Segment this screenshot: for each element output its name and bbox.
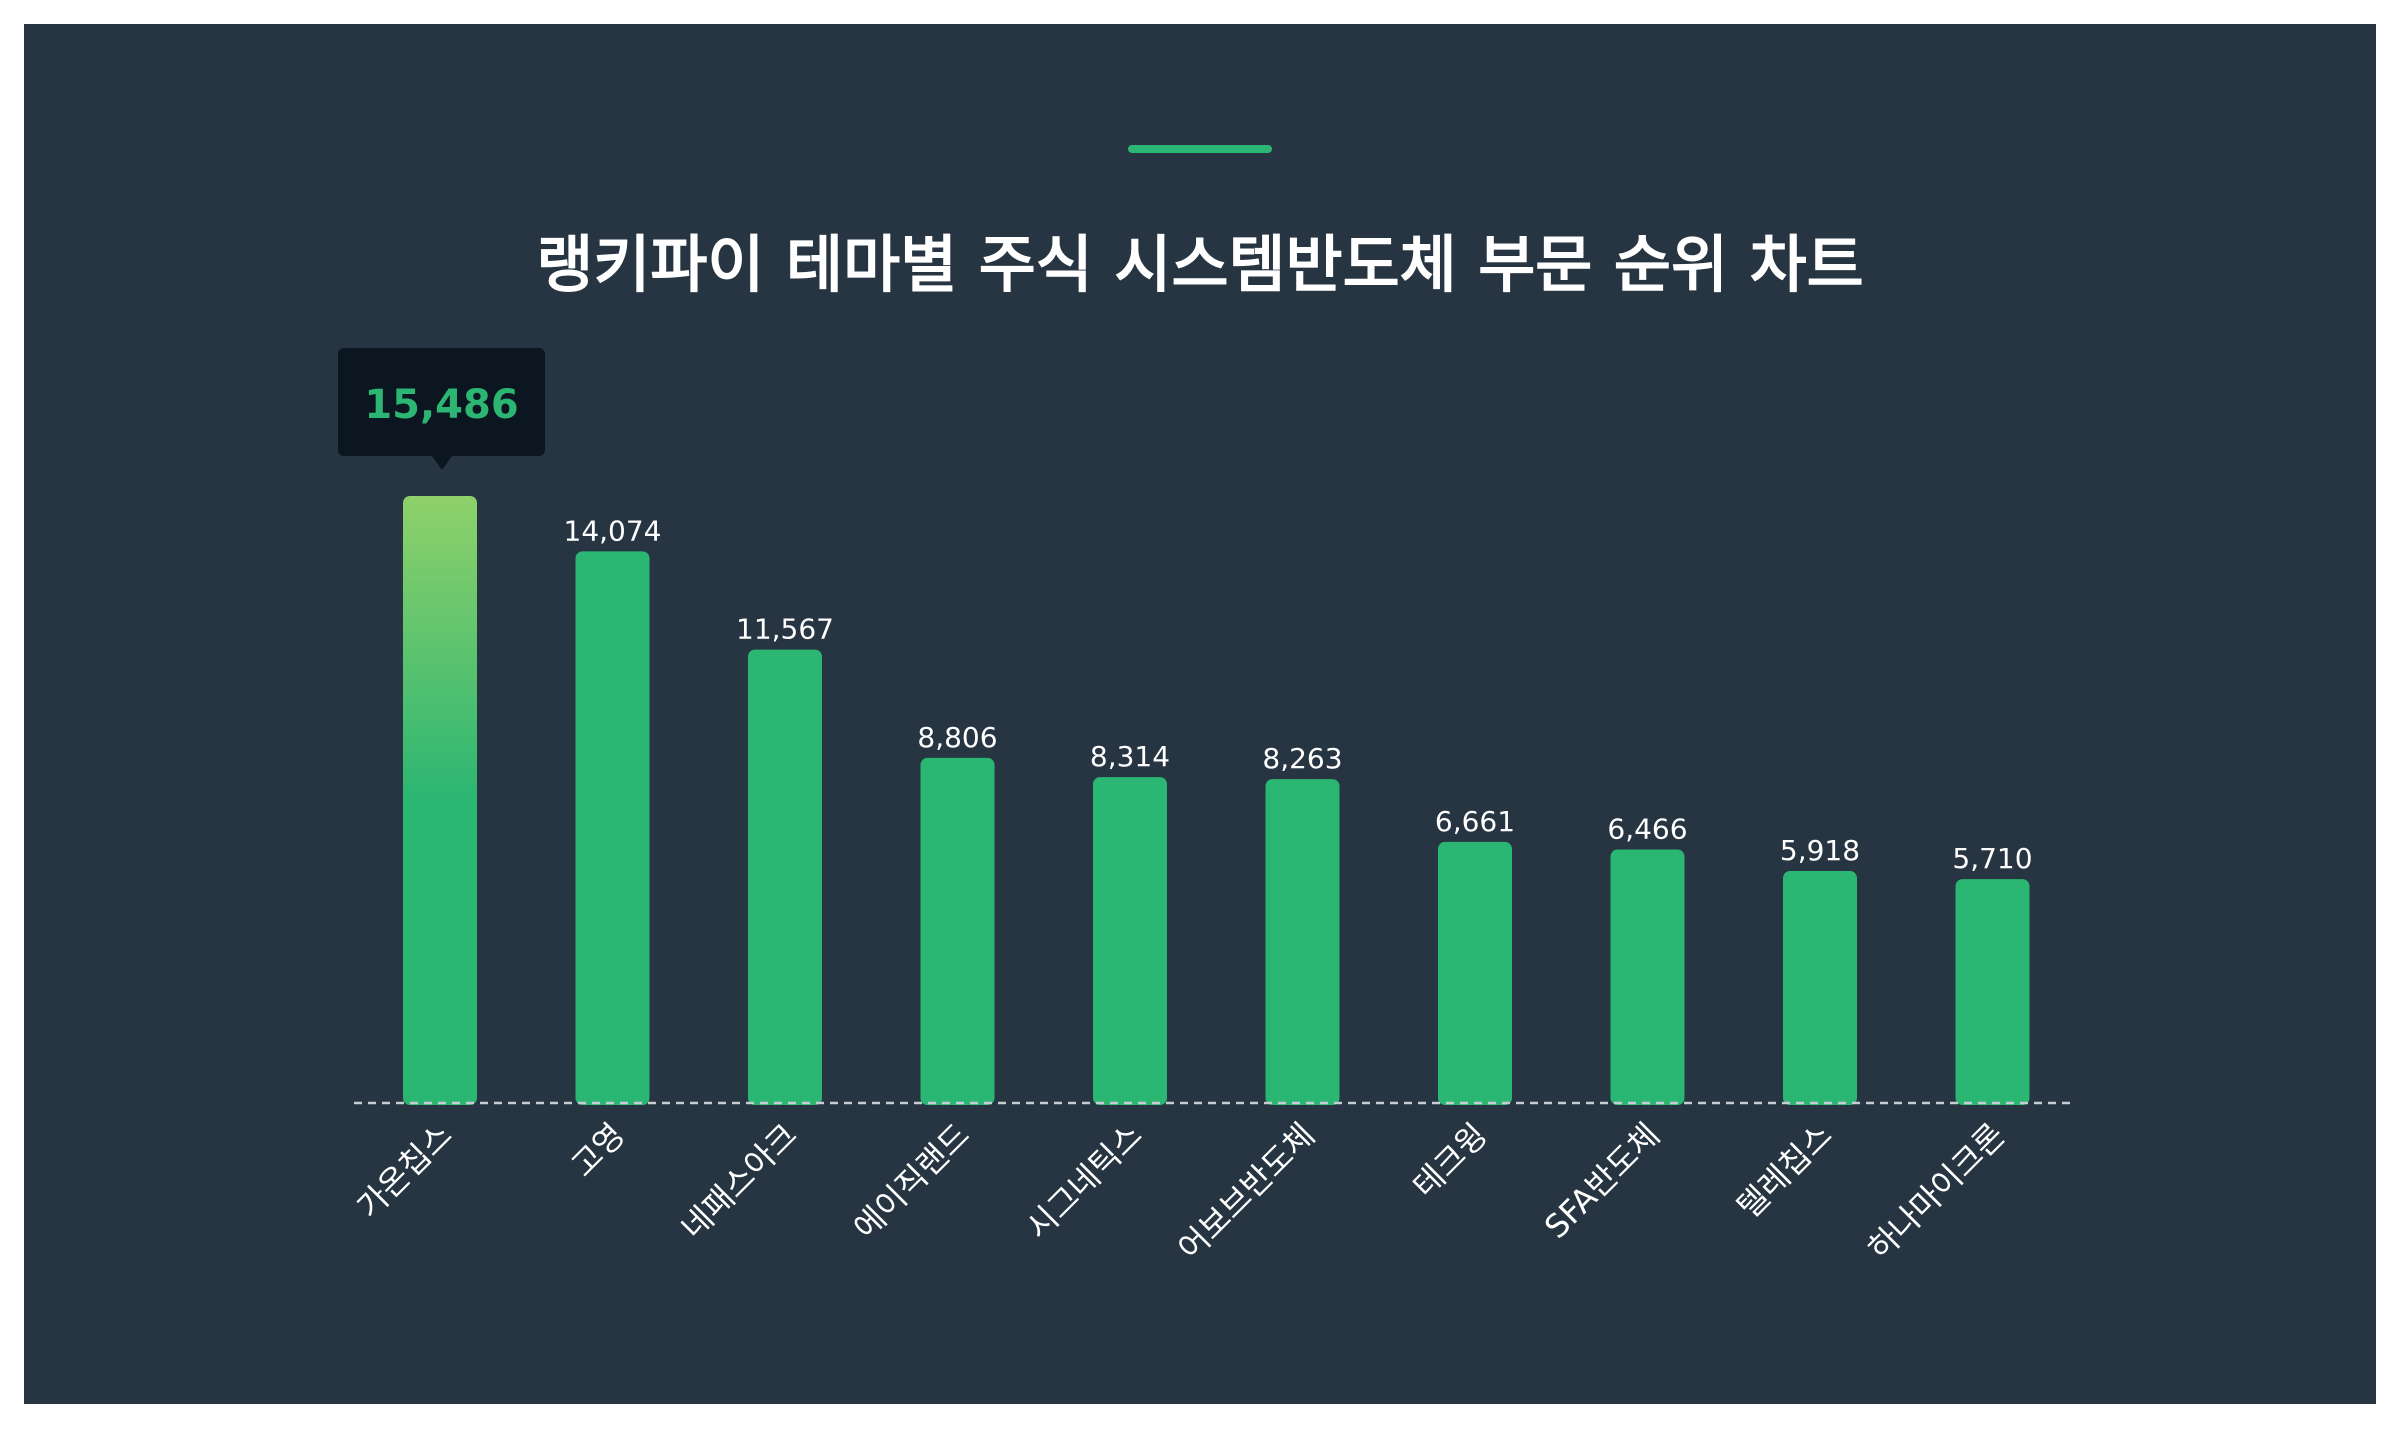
value-label-8: 6,466 [1607,813,1687,846]
value-label-6: 8,263 [1262,742,1342,775]
value-label-7: 6,661 [1435,805,1515,838]
tooltip-pointer [432,456,452,470]
bar-6 [1265,779,1340,1105]
value-label-9: 5,918 [1780,834,1860,867]
chart-title: 랭키파이 테마별 주식 시스템반도체 부문 순위 차트 [536,228,1863,301]
category-label-8: SFA반도체 [1537,1116,1667,1246]
category-label-7: 테크윙 [1405,1116,1494,1205]
bar-10 [1955,879,2030,1105]
value-label-4: 8,806 [917,721,997,754]
value-label-5: 8,314 [1090,740,1170,773]
tooltip-value: 15,486 [364,382,518,428]
tooltip-box [338,348,545,456]
value-tooltip: 15,486 [338,348,545,470]
category-label-4: 에이직랜드 [846,1116,977,1247]
category-label-10: 하나마이크론 [1860,1116,2012,1268]
category-label-5: 시그네틱스 [1019,1116,1150,1247]
bar-1 [403,496,477,1105]
bar-4 [920,757,995,1105]
bar-2 [575,551,650,1105]
bar-3 [748,649,822,1105]
category-label-1: 가온칩스 [350,1116,460,1226]
category-label-2: 고영 [564,1116,633,1185]
bar-8 [1610,849,1685,1105]
category-label-9: 텔레칩스 [1730,1116,1840,1226]
category-label-6: 어보브반도체 [1170,1116,1322,1268]
chart-panel: 랭키파이 테마별 주식 시스템반도체 부문 순위 차트 15,486 가온칩스 1… [24,24,2376,1404]
bar-7 [1438,841,1512,1105]
title-accent-line [1128,145,1272,153]
value-label-10: 5,710 [1952,842,2032,875]
value-label-2: 14,074 [564,514,662,547]
bar-9 [1783,871,1857,1105]
bar-5 [1093,777,1167,1105]
bar-chart: 랭키파이 테마별 주식 시스템반도체 부문 순위 차트 15,486 가온칩스 1… [338,145,2076,1268]
category-label-3: 네패스아크 [674,1116,805,1247]
value-label-3: 11,567 [736,613,834,646]
